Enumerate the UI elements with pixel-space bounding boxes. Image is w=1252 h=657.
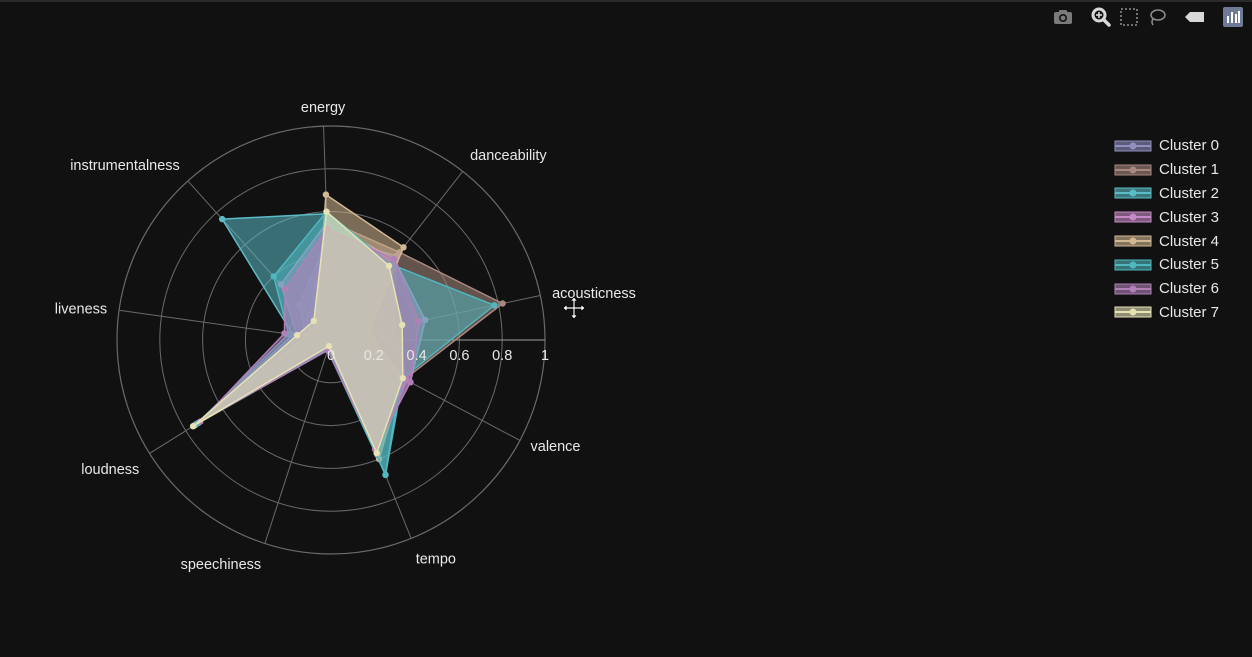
data-point-danceability[interactable] [391, 255, 398, 263]
legend-label: Cluster 5 [1159, 256, 1220, 274]
window-top-border [0, 0, 1252, 2]
box-select-icon[interactable] [1118, 6, 1140, 28]
radial-tick-label: 1 [541, 348, 549, 364]
data-point-energy[interactable] [322, 191, 330, 198]
data-point-instrumentalness[interactable] [270, 273, 277, 280]
axis-label-valence: valence [531, 439, 581, 455]
axis-label-tempo: tempo [416, 552, 456, 568]
axis-label-energy: energy [301, 100, 346, 116]
data-point-acousticness[interactable] [499, 300, 506, 307]
legend-label: Cluster 0 [1159, 137, 1220, 155]
legend-swatch [1114, 164, 1152, 176]
legend-swatch [1114, 187, 1152, 199]
data-point-acousticness[interactable] [491, 302, 498, 309]
angular-axis-labels: acousticnessdanceabilityenergyinstrument… [55, 100, 636, 573]
data-point-danceability[interactable] [400, 244, 407, 251]
data-point-tempo[interactable] [373, 449, 380, 457]
axis-label-liveness: liveness [55, 302, 107, 318]
legend-label: Cluster 7 [1159, 303, 1220, 321]
series-area[interactable] [192, 210, 404, 454]
legend-swatch [1114, 259, 1152, 271]
legend-swatch [1114, 283, 1152, 295]
lasso-icon[interactable] [1146, 6, 1168, 28]
spoke-speechiness [264, 339, 332, 544]
data-point-liveness[interactable] [293, 332, 301, 339]
radial-tick-label: 0.8 [492, 348, 512, 364]
legend: Cluster 0 Cluster 1 Cluster 2 Cluster 3 Clus… [1114, 134, 1244, 324]
legend-item-cluster-4[interactable]: Cluster 4 [1114, 229, 1244, 253]
series-layer [189, 191, 506, 479]
data-point-energy[interactable] [323, 208, 330, 215]
data-point-instrumentalness[interactable] [282, 285, 289, 293]
legend-item-cluster-6[interactable]: Cluster 6 [1114, 277, 1244, 301]
data-point-acousticness[interactable] [399, 321, 406, 329]
legend-item-cluster-1[interactable]: Cluster 1 [1114, 158, 1244, 182]
axis-label-danceability: danceability [470, 148, 547, 164]
data-point-loudness[interactable] [189, 423, 197, 430]
legend-label: Cluster 6 [1159, 280, 1220, 298]
legend-swatch [1114, 306, 1152, 318]
radial-tick-label: 0.2 [364, 348, 384, 364]
data-point-liveness[interactable] [281, 330, 288, 337]
data-point-valence[interactable] [399, 375, 406, 382]
move-cursor-icon [562, 296, 586, 320]
legend-item-cluster-7[interactable]: Cluster 7 [1114, 301, 1244, 325]
data-point-tempo[interactable] [382, 471, 389, 479]
legend-label: Cluster 1 [1159, 161, 1220, 179]
data-point-instrumentalness[interactable] [219, 215, 226, 223]
camera-icon[interactable] [1052, 6, 1074, 28]
data-point-acousticness[interactable] [415, 318, 423, 325]
legend-item-cluster-3[interactable]: Cluster 3 [1114, 205, 1244, 229]
legend-item-cluster-2[interactable]: Cluster 2 [1114, 182, 1244, 206]
plotly-logo-icon[interactable] [1222, 6, 1244, 28]
data-point-valence[interactable] [407, 379, 414, 386]
legend-swatch [1114, 211, 1152, 223]
radial-tick-label: 0 [327, 348, 335, 364]
data-point-danceability[interactable] [385, 262, 393, 269]
legend-label: Cluster 3 [1159, 208, 1220, 226]
modebar [1046, 6, 1244, 28]
legend-label: Cluster 4 [1159, 232, 1220, 250]
axis-label-instrumentalness: instrumentalness [70, 158, 180, 174]
series-cluster-7[interactable] [189, 208, 406, 457]
legend-swatch [1114, 235, 1152, 247]
legend-item-cluster-5[interactable]: Cluster 5 [1114, 253, 1244, 277]
axis-label-speechiness: speechiness [181, 557, 262, 573]
legend-swatch [1114, 140, 1152, 152]
radial-tick-labels: 0 0.2 0.4 0.6 0.8 1 [327, 348, 549, 364]
radial-tick-label: 0.6 [449, 348, 469, 364]
radial-tick-label: 0.4 [407, 348, 427, 364]
zoom-icon[interactable] [1090, 6, 1112, 28]
data-point-instrumentalness[interactable] [310, 317, 317, 325]
data-point-speechiness[interactable] [325, 342, 333, 350]
axis-label-loudness: loudness [81, 462, 139, 478]
legend-item-cluster-0[interactable]: Cluster 0 [1114, 134, 1244, 158]
legend-label: Cluster 2 [1159, 184, 1220, 202]
eraser-icon[interactable] [1184, 6, 1206, 28]
